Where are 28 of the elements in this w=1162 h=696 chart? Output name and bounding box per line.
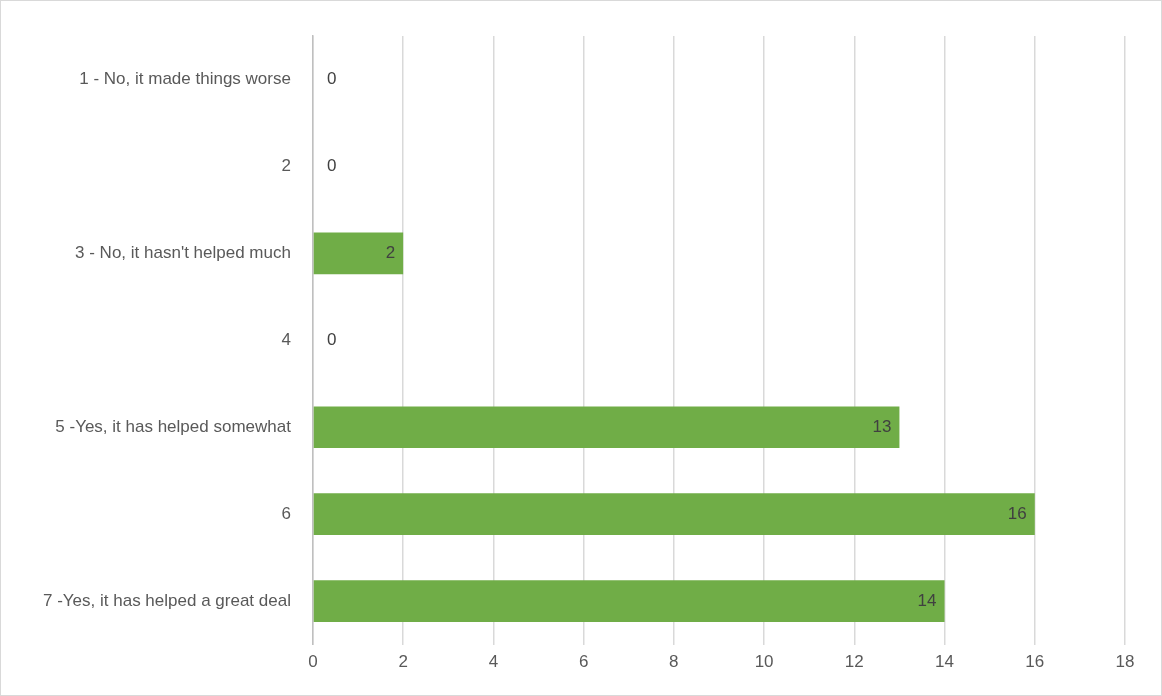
x-tick-label: 18 (1115, 652, 1135, 672)
x-tick-label: 12 (844, 652, 864, 672)
bar (313, 493, 1035, 536)
y-tick-label: 5 -Yes, it has helped somewhat (55, 416, 292, 436)
x-tick-label: 4 (488, 652, 499, 672)
y-tick-label: 2 (281, 156, 291, 176)
y-tick-label: 4 (281, 329, 291, 349)
x-tick-label: 8 (669, 652, 679, 672)
x-tick-label: 6 (578, 652, 589, 672)
x-tick-label: 10 (754, 652, 774, 672)
x-tick-label: 16 (1025, 652, 1045, 672)
bar (313, 232, 404, 275)
data-label: 2 (385, 243, 396, 263)
x-tick-label: 2 (398, 652, 408, 672)
data-label: 0 (326, 156, 337, 176)
y-tick-label: 3 - No, it hasn't helped much (75, 243, 291, 263)
data-label: 0 (326, 329, 337, 349)
data-label: 13 (872, 416, 892, 436)
y-tick-label: 6 (281, 503, 291, 523)
bar (313, 580, 945, 622)
data-label: 14 (917, 590, 937, 610)
y-tick-label: 1 - No, it made things worse (79, 69, 291, 89)
data-label: 0 (326, 69, 337, 89)
y-tick-label: 7 -Yes, it has helped a great deal (43, 590, 291, 610)
data-label: 16 (1007, 503, 1027, 523)
x-tick-label: 0 (308, 652, 318, 672)
bar (313, 406, 900, 449)
x-tick-label: 14 (935, 652, 954, 672)
